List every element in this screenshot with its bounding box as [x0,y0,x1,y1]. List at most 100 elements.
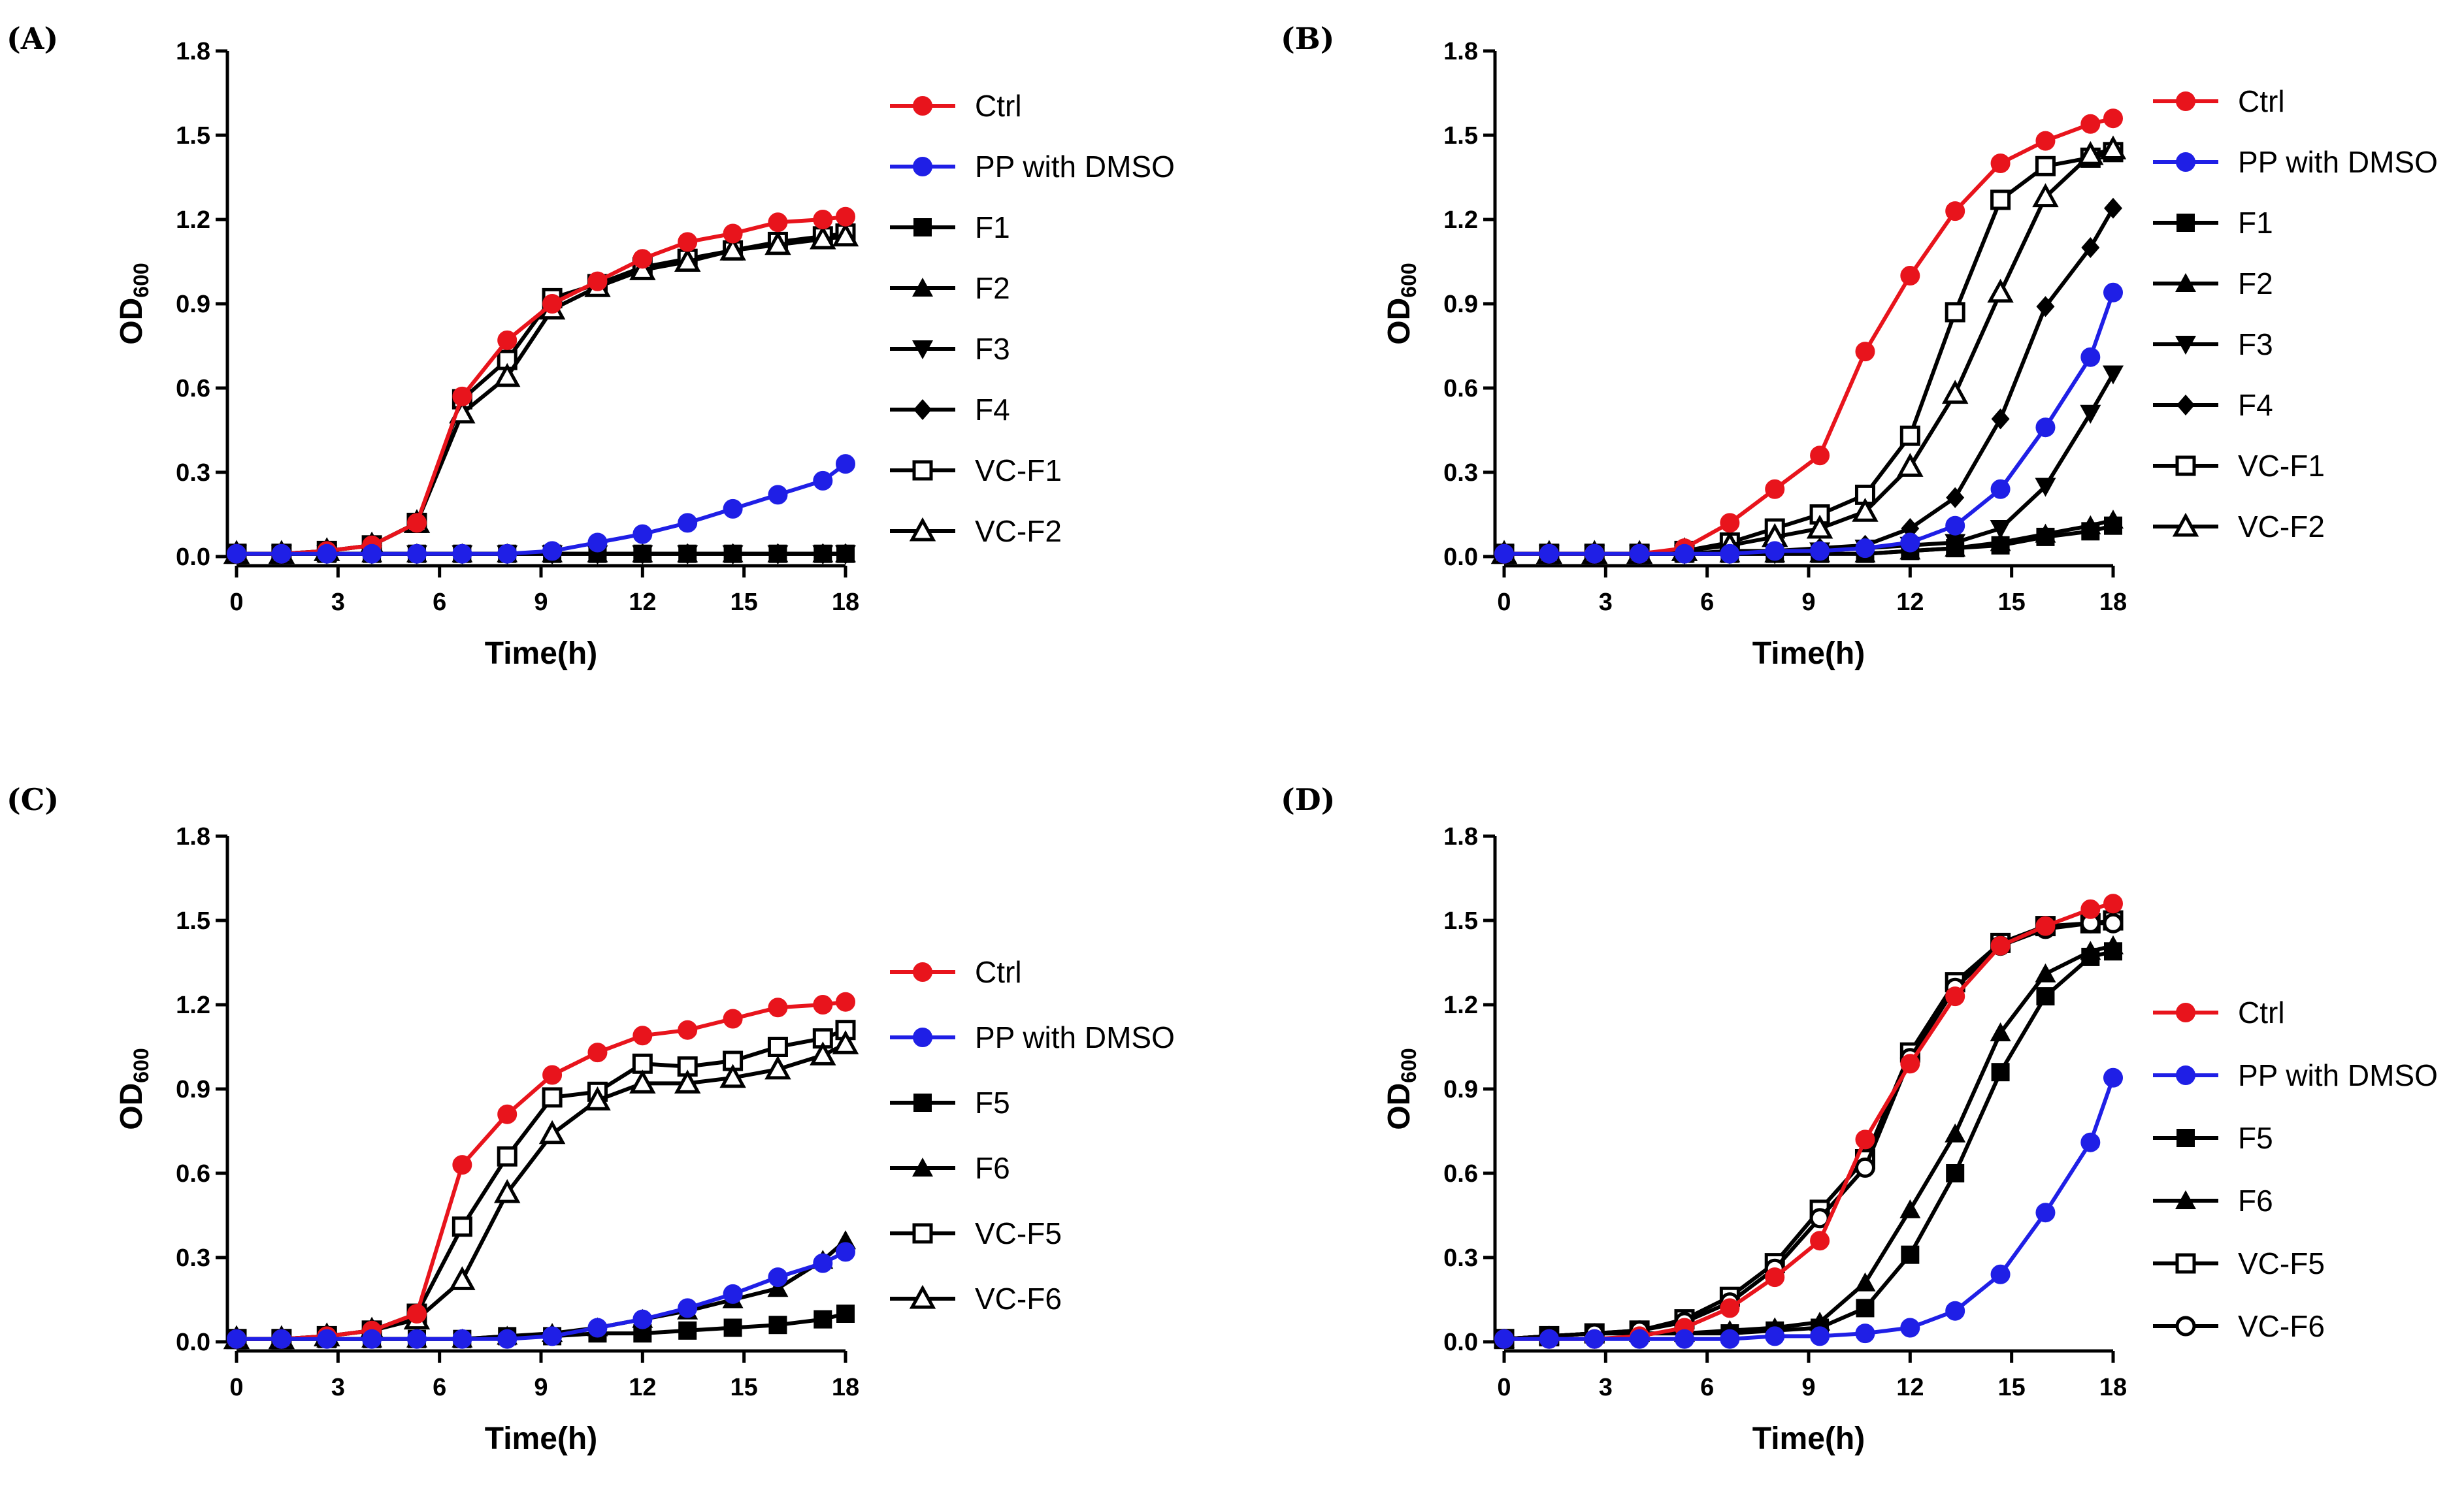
data-point [2099,135,2127,159]
data-point [1941,380,1969,404]
legend-item: F2 [890,271,1010,305]
data-point [2032,183,2059,208]
data-point [1539,1329,1559,1349]
data-point [2103,108,2123,129]
series-line [1504,291,2115,556]
legend-marker [912,340,933,359]
legend-label: Ctrl [2238,84,2285,118]
data-point [723,1009,743,1029]
y-tick-label: 1.2 [1443,206,1478,234]
data-point [723,223,743,244]
data-point [2080,941,2101,960]
data-point [2081,237,2100,258]
legend-item: F4 [2153,388,2273,422]
legend-item: F3 [2153,327,2273,361]
legend-label: F3 [975,332,1010,366]
legend-label: VC-F6 [2238,1309,2325,1343]
legend-marker [912,1158,933,1177]
data-point [452,544,472,564]
legend-marker [913,157,932,176]
data-point [813,1310,832,1329]
panel-label-a: (A) [7,21,58,56]
legend-marker [2175,1190,2196,1209]
data-point [1990,532,2011,551]
y-axis-title-main: OD [1382,1083,1417,1130]
legend-label: F4 [2238,388,2273,422]
legend-item: VC-F2 [890,514,1062,548]
data-point [2080,347,2101,367]
legend-item: F2 [2153,267,2273,301]
data-point [1945,201,1965,221]
x-tick-label: 3 [331,589,345,616]
data-point [678,513,698,533]
data-point [1897,453,1924,477]
y-tick-label: 0.3 [176,459,210,487]
y-tick-label: 0.9 [176,1076,210,1103]
series-f4 [1495,197,2122,564]
data-point [1810,446,1830,466]
data-point [813,995,833,1015]
data-point [362,544,382,564]
data-point [1855,1324,1875,1344]
series-line [1503,918,2114,1341]
data-point [832,1030,859,1054]
y-tick-label: 1.8 [1443,823,1478,851]
data-point [1585,544,1605,564]
legend-item: PP with DMSO [2153,145,2438,179]
data-point [1900,532,1920,553]
data-point [317,1329,337,1349]
legend-label: F1 [2238,206,2273,240]
data-point [723,1284,743,1304]
data-point [2035,963,2056,983]
data-point [2077,140,2104,165]
data-point [1990,189,2011,210]
x-tick-label: 18 [832,1374,859,1401]
legend-item: PP with DMSO [2153,1058,2438,1092]
data-point [723,1318,742,1337]
y-tick-label: 1.2 [176,206,210,234]
series-vc-f6 [1494,913,2124,1350]
legend-marker [2175,336,2196,355]
data-point [719,1064,746,1088]
chart-panel-a: 0.0 0.3 0.6 0.9 1.2 1.5 1.8 0 3 6 9 12 15 18 Time(h) OD… [114,38,1175,671]
data-point [836,543,855,564]
data-point [2103,510,2124,529]
data-point [452,386,472,406]
legend-marker [912,460,933,481]
data-point [768,212,788,233]
data-point [542,1326,563,1346]
y-tick-label: 1.8 [176,38,210,65]
legend-item: VC-F6 [890,1282,1062,1316]
legend-item: VC-F5 [2153,1246,2325,1280]
legend-label: VC-F5 [2238,1246,2325,1280]
panel-label-d: (D) [1281,782,1335,817]
data-point [678,232,698,252]
data-point [1630,544,1650,564]
legend-item: VC-F1 [890,453,1062,487]
legend-marker [913,1028,932,1047]
data-point [1855,538,1875,559]
legend-item: Ctrl [890,89,1022,123]
x-tick-label: 6 [433,1374,446,1401]
data-point [1855,1129,1875,1150]
chart-panel-b: 0.0 0.3 0.6 0.9 1.2 1.5 1.8 0 3 6 9 12 15 18 Time(h) OD… [1382,38,2438,671]
y-tick-label: 1.2 [176,992,210,1019]
series-vc-f5 [1494,910,2124,1350]
data-point [452,1216,472,1237]
data-point [1494,1329,1514,1349]
data-point [1720,513,1740,533]
legend-label: VC-F2 [975,514,1062,548]
legend-marker [913,1094,932,1112]
x-tick-label: 12 [629,589,656,616]
data-point [406,544,427,564]
x-tick-label: 0 [229,1374,243,1401]
data-point [1810,1231,1830,1251]
legend-marker [909,1284,936,1309]
data-point [406,1304,427,1324]
data-point [1901,1245,1920,1264]
x-tick-label: 9 [534,589,548,616]
data-point [317,544,337,564]
series-line [1504,1077,2115,1341]
data-point [1946,1164,1965,1182]
data-point [1900,266,1920,285]
